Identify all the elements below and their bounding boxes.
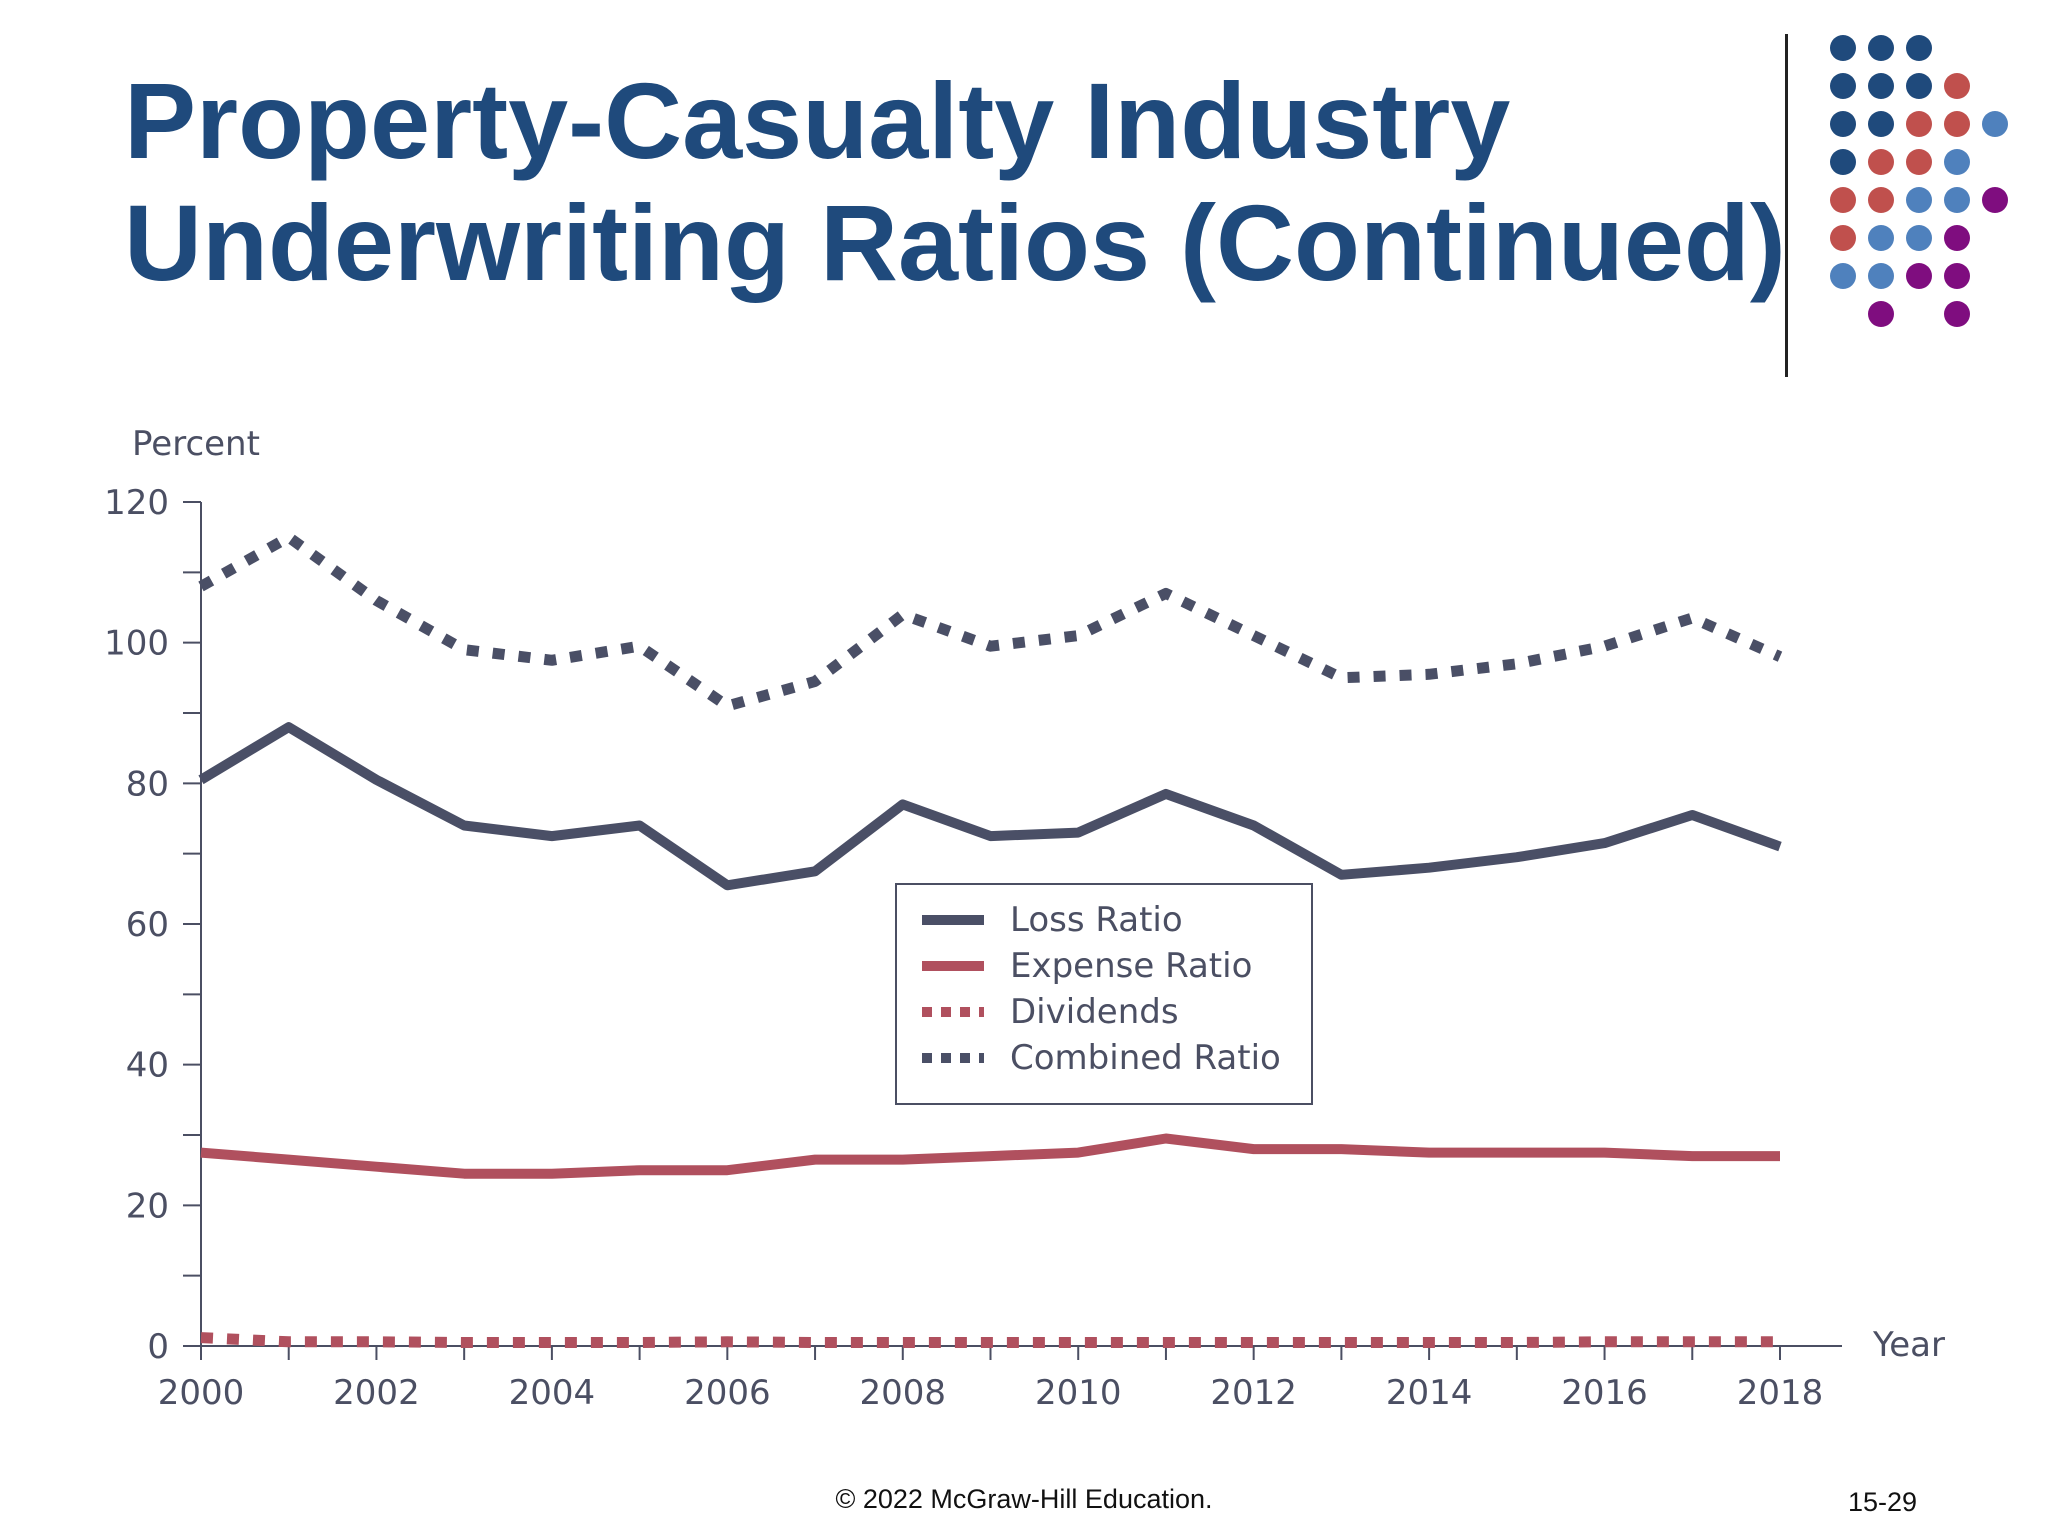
slide-title: Property-Casualty Industry Underwriting … xyxy=(124,60,1786,304)
x-tick-label: 2018 xyxy=(1737,1373,1824,1413)
y-tick-label: 60 xyxy=(126,905,169,945)
x-tick-label: 2000 xyxy=(158,1373,245,1413)
y-tick-label: 120 xyxy=(104,483,169,523)
legend-label: Expense Ratio xyxy=(1010,946,1252,986)
y-tick-label: 40 xyxy=(126,1046,169,1086)
x-tick-label: 2016 xyxy=(1561,1373,1648,1413)
x-tick-label: 2012 xyxy=(1210,1373,1297,1413)
x-tick-label: 2010 xyxy=(1035,1373,1122,1413)
slide-title-line-2: Underwriting Ratios (Continued) xyxy=(124,182,1786,303)
y-tick-label: 20 xyxy=(126,1186,169,1226)
series-line-expense-ratio xyxy=(200,1133,1780,1179)
y-tick-label: 80 xyxy=(126,764,169,804)
x-tick-label: 2014 xyxy=(1386,1373,1473,1413)
x-axis-label: Year xyxy=(1872,1325,1945,1365)
x-tick-label: 2004 xyxy=(509,1373,596,1413)
x-tick-label: 2006 xyxy=(684,1373,771,1413)
chart-series xyxy=(198,531,1783,1348)
slide-number: 15-29 xyxy=(1848,1487,1918,1517)
copyright-footer: © 2022 McGraw-Hill Education. xyxy=(835,1484,1213,1514)
x-tick-label: 2008 xyxy=(860,1373,947,1413)
legend-label: Combined Ratio xyxy=(1010,1038,1281,1078)
y-axis-label: Percent xyxy=(132,424,260,464)
series-line-loss-ratio xyxy=(198,722,1782,891)
series-line-dividends xyxy=(200,1332,1780,1348)
x-tick-label: 2002 xyxy=(333,1373,420,1413)
title-divider xyxy=(1785,34,1788,377)
y-tick-label: 0 xyxy=(147,1327,169,1367)
chart-legend: Loss Ratio Expense Ratio Dividends Combined… xyxy=(895,883,1313,1105)
legend-label: Dividends xyxy=(1010,992,1179,1032)
y-tick-label: 100 xyxy=(104,624,169,664)
legend-label: Loss Ratio xyxy=(1010,900,1183,940)
chart-axes: 0 20 40 60 80 100 120 2000 2002 2004 2006 2008 2010 2… xyxy=(104,483,1842,1413)
slide-title-line-1: Property-Casualty Industry xyxy=(124,60,1511,181)
series-line-combined-ratio xyxy=(198,531,1783,712)
